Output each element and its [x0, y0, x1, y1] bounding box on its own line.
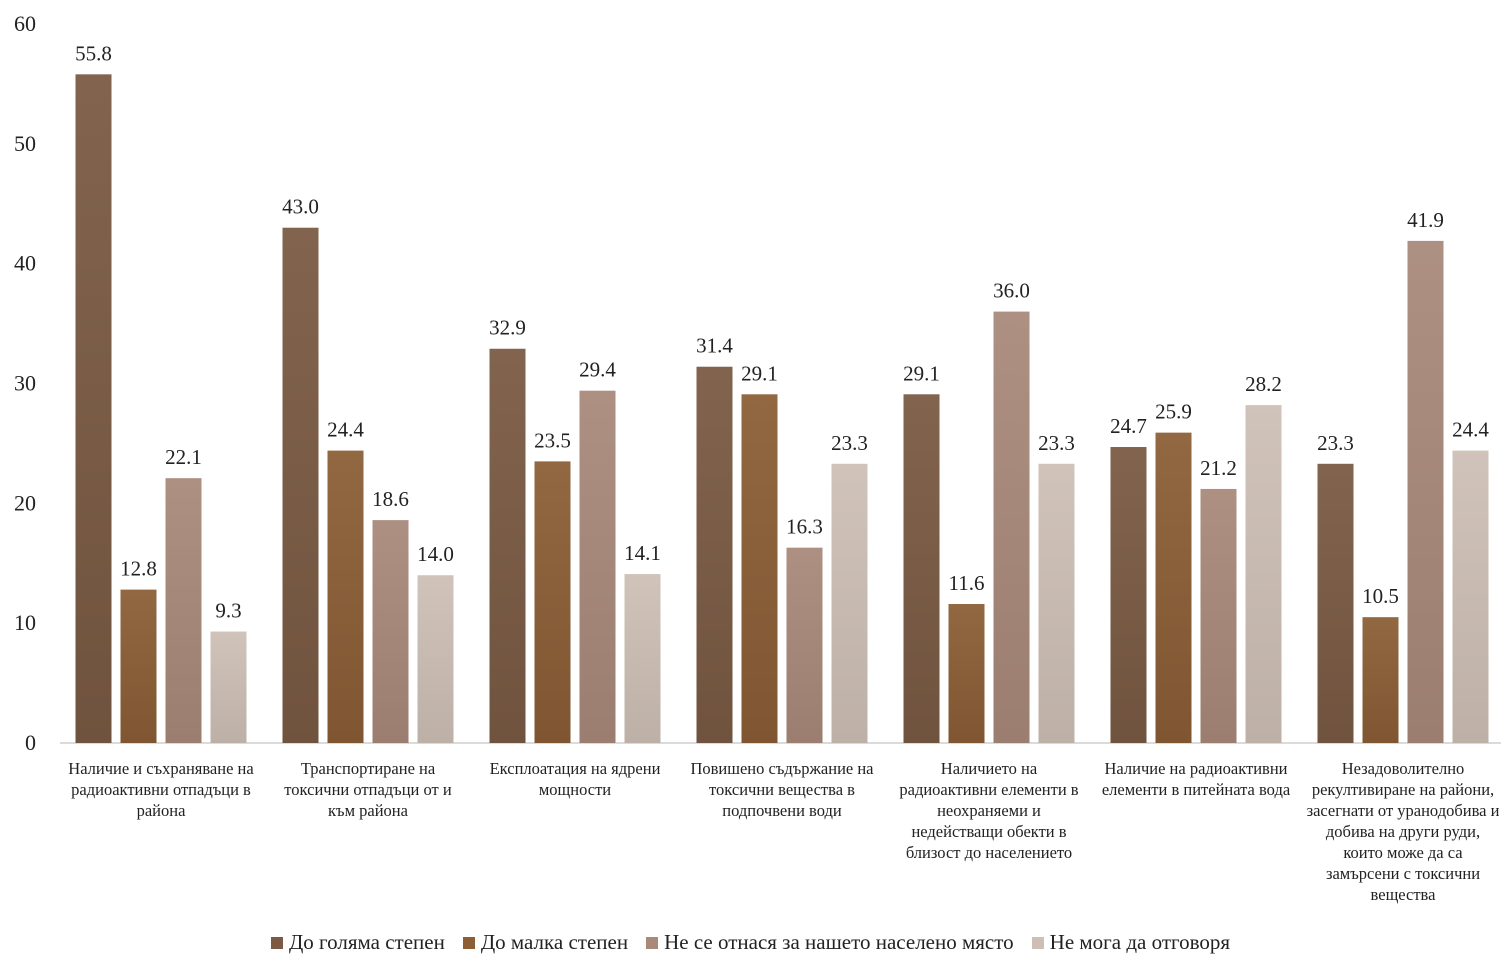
- data-label: 31.4: [696, 334, 733, 358]
- data-label: 24.4: [327, 418, 364, 442]
- bar: [1110, 447, 1147, 743]
- data-label: 12.8: [120, 557, 157, 581]
- bar: [831, 463, 868, 743]
- legend-item: До малка степен: [462, 930, 629, 955]
- y-tick-label: 10: [14, 610, 36, 635]
- bars: [75, 74, 1489, 744]
- bar: [579, 390, 616, 743]
- y-axis-ticks: 0 10 20 30 40 50 60: [14, 11, 36, 755]
- data-label: 41.9: [1407, 208, 1444, 232]
- data-label: 29.1: [903, 361, 940, 385]
- category-label: Транспортиране на токсични отпадъци от и…: [284, 759, 452, 820]
- bar: [624, 574, 661, 743]
- y-tick-label: 0: [25, 730, 36, 755]
- bar: [696, 366, 733, 743]
- legend-swatch: [462, 936, 475, 949]
- data-label: 22.1: [165, 445, 202, 469]
- bar: [741, 394, 778, 743]
- bar: [1317, 463, 1354, 743]
- bar: [1452, 450, 1489, 743]
- bar: [1038, 463, 1075, 743]
- bar: [327, 450, 364, 743]
- bar: [165, 478, 202, 743]
- legend-swatch: [270, 936, 283, 949]
- value-labels: 55.8 12.8 22.1 9.3 43.0 24.4 18.6 14.0 32.9 23.5 2…: [75, 41, 1489, 622]
- y-tick-label: 40: [14, 251, 36, 276]
- bar: [1407, 240, 1444, 744]
- legend-swatch: [646, 936, 659, 949]
- data-label: 23.3: [1317, 431, 1354, 455]
- data-label: 11.6: [949, 571, 985, 595]
- category-label: Наличие на радиоактивни елементи в питей…: [1101, 759, 1291, 799]
- bar: [534, 461, 571, 743]
- bar: [120, 589, 157, 743]
- y-tick-label: 50: [14, 131, 36, 156]
- data-label: 24.7: [1110, 414, 1147, 438]
- bar: [210, 631, 247, 743]
- data-label: 29.1: [741, 361, 778, 385]
- bar: [75, 74, 112, 743]
- legend-label: До малка степен: [480, 930, 629, 954]
- bar: [1245, 405, 1282, 743]
- legend: До голяма степен До малка степен Не се о…: [0, 930, 1501, 955]
- data-label: 25.9: [1155, 400, 1192, 424]
- category-label: Повишено съдържание на токсични вещества…: [690, 759, 874, 820]
- data-label: 9.3: [215, 599, 241, 623]
- data-label: 55.8: [75, 41, 112, 65]
- category-label: Експлоатация на ядрени мощности: [489, 759, 661, 799]
- legend-item: До голяма степен: [270, 930, 445, 955]
- y-tick-label: 60: [14, 11, 36, 36]
- bar: [417, 575, 454, 743]
- y-tick-label: 20: [14, 490, 36, 515]
- bar: [948, 603, 985, 743]
- bar: [1155, 432, 1192, 743]
- data-label: 18.6: [372, 487, 409, 511]
- legend-label: До голяма степен: [288, 930, 445, 954]
- data-label: 32.9: [489, 316, 526, 340]
- bar: [282, 227, 319, 743]
- category-label: Незадоволително рекултивиране на райони,…: [1306, 759, 1500, 904]
- y-tick-label: 30: [14, 371, 36, 396]
- bar: [372, 520, 409, 743]
- data-label: 21.2: [1200, 456, 1237, 480]
- data-label: 36.0: [993, 279, 1030, 303]
- bar: [1200, 488, 1237, 743]
- legend-item: Не се отнася за нашето населено място: [646, 930, 1014, 955]
- data-label: 23.5: [534, 428, 571, 452]
- data-label: 29.4: [579, 358, 616, 382]
- bar: [489, 348, 526, 743]
- data-label: 24.4: [1452, 418, 1489, 442]
- category-label: Наличие и съхраняване на радиоактивни от…: [68, 759, 254, 820]
- legend-item: Не мога да отговоря: [1031, 930, 1231, 955]
- bar: [993, 311, 1030, 743]
- data-label: 28.2: [1245, 372, 1282, 396]
- legend-label: Не мога да отговоря: [1049, 930, 1231, 954]
- bar: [903, 394, 940, 743]
- legend-label: Не се отнася за нашето населено място: [664, 930, 1014, 954]
- bar: [1362, 617, 1399, 743]
- data-label: 16.3: [786, 515, 823, 539]
- data-label: 14.1: [624, 541, 661, 565]
- data-label: 10.5: [1362, 584, 1399, 608]
- data-label: 14.0: [417, 542, 454, 566]
- legend-swatch: [1031, 936, 1044, 949]
- category-label: Наличието на радиоактивни елементи в нео…: [899, 759, 1079, 862]
- bar: [786, 547, 823, 743]
- data-label: 23.3: [1038, 431, 1075, 455]
- data-label: 23.3: [831, 431, 868, 455]
- data-label: 43.0: [282, 195, 319, 219]
